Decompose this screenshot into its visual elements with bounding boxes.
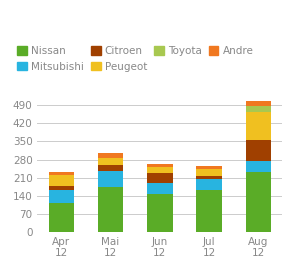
Bar <box>196 179 222 190</box>
Bar <box>245 172 271 232</box>
Bar <box>196 166 222 169</box>
Bar <box>98 158 123 165</box>
Bar <box>147 172 173 183</box>
Bar <box>196 190 222 232</box>
Bar <box>98 153 123 158</box>
Bar <box>245 112 271 140</box>
Bar <box>49 186 74 190</box>
Bar <box>49 203 74 232</box>
Bar <box>245 140 271 161</box>
Bar <box>196 176 222 179</box>
Bar <box>245 101 271 106</box>
Bar <box>147 167 173 172</box>
Bar <box>147 183 173 194</box>
Bar <box>147 194 173 232</box>
Legend: Nissan, Mitsubishi, Citroen, Peugeot, Toyota, Andre: Nissan, Mitsubishi, Citroen, Peugeot, To… <box>13 42 258 76</box>
Bar <box>245 161 271 172</box>
Bar <box>147 164 173 167</box>
Bar <box>49 190 74 203</box>
Bar <box>49 175 74 186</box>
Bar <box>98 187 123 232</box>
Bar <box>245 106 271 112</box>
Bar <box>196 169 222 176</box>
Bar <box>98 165 123 171</box>
Bar <box>98 171 123 187</box>
Bar <box>49 172 74 175</box>
